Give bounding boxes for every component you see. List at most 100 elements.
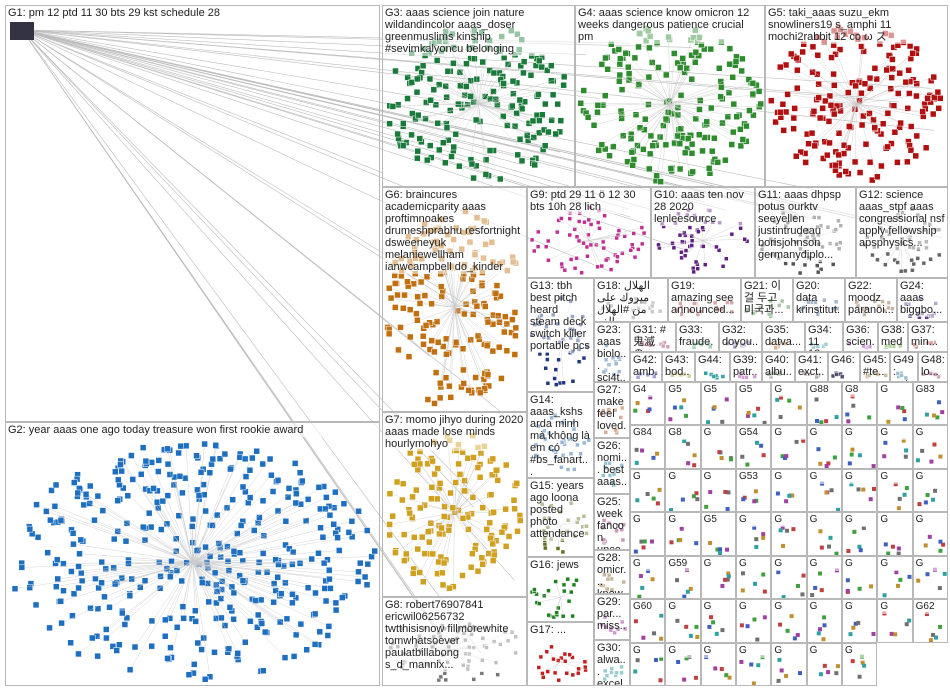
node: [98, 558, 105, 566]
edge: [669, 103, 760, 107]
node: [53, 556, 61, 564]
node: [688, 140, 696, 148]
node: [110, 535, 118, 543]
node: [103, 626, 110, 633]
node: [433, 57, 441, 64]
group-label: G13: tbh best pitch heard steam deck swi…: [528, 279, 593, 353]
small-group-box: G: [700, 468, 736, 513]
node: [282, 518, 290, 525]
node: [131, 643, 139, 651]
group-label: G: [878, 426, 912, 441]
node: [316, 628, 324, 636]
edge: [669, 103, 741, 130]
edge: [167, 464, 193, 563]
group-label: G46:: [829, 353, 859, 367]
node: [201, 440, 208, 448]
group-box: G42: amb...: [630, 352, 662, 382]
edge: [192, 561, 246, 643]
edge: [21, 29, 456, 659]
group-box: G28: omicr... know...: [594, 550, 630, 594]
node: [302, 517, 310, 525]
edge: [192, 561, 325, 564]
node: [223, 504, 231, 512]
node: [321, 585, 328, 592]
node: [622, 49, 629, 57]
group-box: G5: taki_aaas suzu_ekm snowliners19 s_am…: [765, 5, 948, 187]
node: [242, 473, 250, 480]
node: [230, 548, 238, 555]
group-label: G8: [843, 383, 877, 397]
node: [729, 74, 736, 81]
node: [456, 162, 463, 170]
edge: [192, 536, 353, 563]
node: [198, 646, 205, 653]
small-group-box: G: [771, 425, 807, 469]
node: [455, 100, 462, 108]
node: [332, 606, 340, 614]
group-label: G: [878, 556, 912, 571]
node: [549, 91, 557, 99]
group-label: G: [666, 513, 700, 528]
group-label: G: [701, 469, 735, 484]
node: [304, 584, 312, 592]
group-box: G33: fraude...: [676, 322, 719, 352]
node: [192, 607, 199, 615]
node: [725, 89, 733, 96]
node: [297, 620, 305, 628]
node: [303, 646, 310, 653]
node: [197, 469, 205, 476]
node: [46, 624, 53, 632]
node: [348, 518, 356, 525]
small-group-box: G: [912, 425, 948, 469]
group-box: G14: aaas_kshs arda minh mà không là em …: [527, 392, 594, 478]
node: [371, 547, 378, 555]
group-label: G37: min...: [909, 323, 947, 349]
node: [148, 617, 156, 625]
node: [443, 124, 451, 131]
node: [323, 494, 330, 501]
edge: [669, 87, 722, 105]
edge: [192, 561, 274, 603]
edge: [21, 29, 705, 203]
group-label: G30: alwa... excel...: [595, 641, 629, 685]
group-box: G27: make feel loved...: [594, 382, 630, 438]
edge: [192, 514, 331, 563]
node: [289, 591, 296, 598]
edge: [478, 70, 490, 105]
node: [692, 48, 700, 56]
edge: [668, 37, 671, 105]
edge: [134, 561, 193, 648]
node: [738, 67, 745, 75]
node: [75, 650, 82, 658]
edge: [470, 103, 479, 160]
small-group-box: G: [842, 642, 878, 686]
node: [689, 168, 696, 176]
group-label: G: [737, 643, 771, 658]
node: [296, 469, 304, 476]
small-group-box: G: [806, 468, 842, 513]
node: [653, 172, 660, 179]
node: [645, 165, 653, 173]
group-label: G36: scien...: [844, 323, 877, 351]
node: [595, 147, 602, 154]
edge: [649, 103, 671, 169]
group-label: G: [772, 383, 806, 397]
node: [263, 569, 271, 576]
node: [258, 620, 266, 627]
edge: [389, 103, 479, 106]
small-group-box: G5: [736, 382, 772, 426]
edge: [478, 62, 483, 105]
node: [657, 178, 664, 185]
node: [548, 62, 555, 69]
node: [185, 671, 193, 678]
node: [604, 66, 611, 73]
group-label: G: [913, 426, 947, 441]
group-box: G25: week fancon upco...: [594, 494, 630, 550]
group-label: G9: ptd 29 11 ö 12 30 bts 10h 28 lich: [528, 188, 650, 214]
group-label: G11: aaas dhpsp potus ourktv seeyellen j…: [756, 188, 855, 262]
node: [722, 156, 729, 164]
group-box: G18: الهلال ميروك على من #الهلال الف: [594, 278, 668, 322]
node: [148, 642, 155, 650]
edge: [21, 561, 193, 568]
edge: [446, 103, 479, 124]
